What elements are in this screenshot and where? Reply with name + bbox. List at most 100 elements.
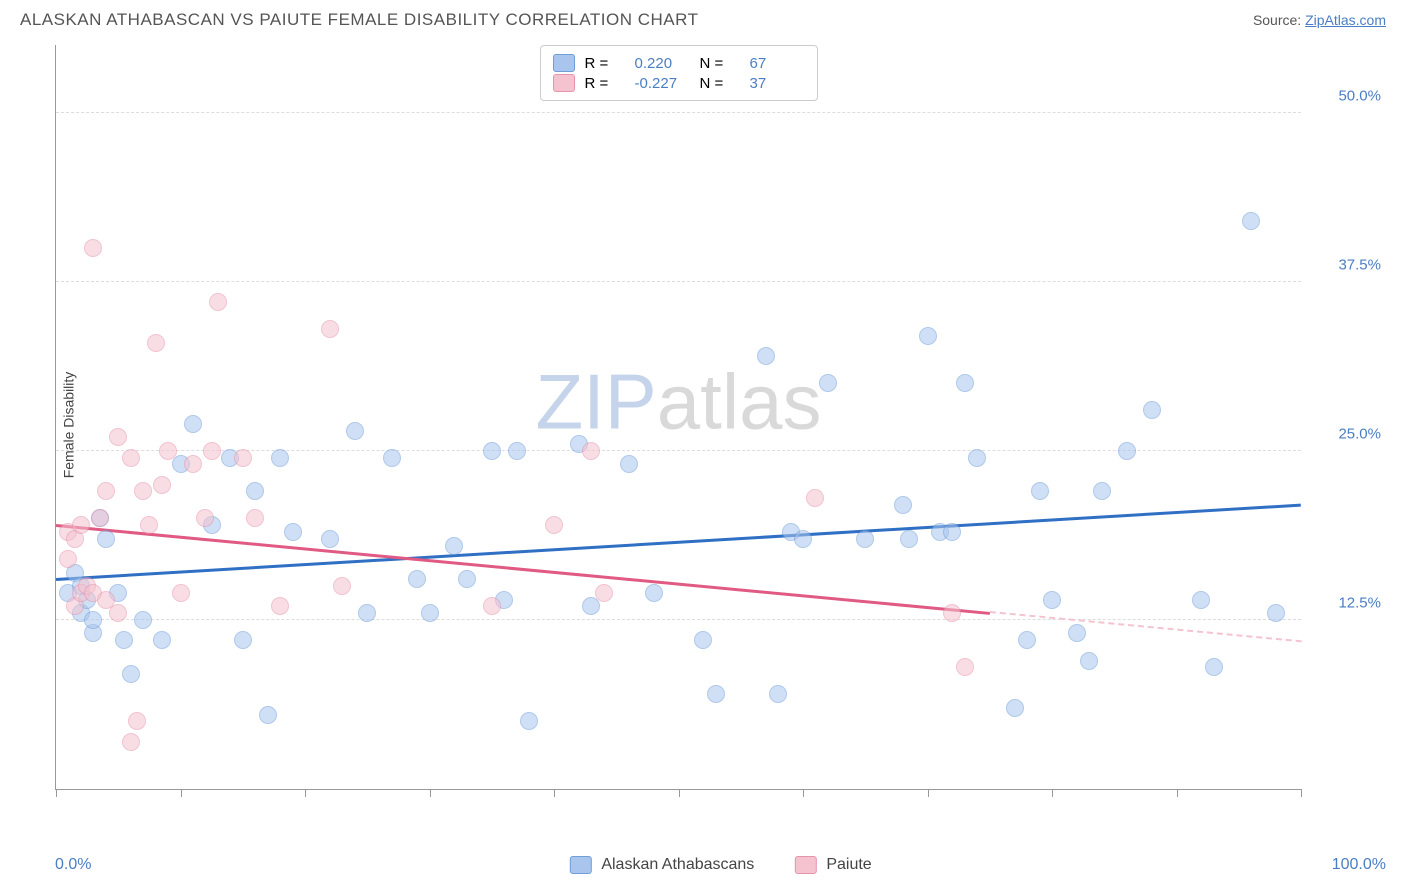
data-point	[1118, 442, 1136, 460]
data-point	[358, 604, 376, 622]
data-point	[956, 658, 974, 676]
x-tick	[1301, 789, 1302, 797]
data-point	[1205, 658, 1223, 676]
data-point	[408, 570, 426, 588]
data-point	[321, 320, 339, 338]
data-point	[84, 239, 102, 257]
data-point	[209, 293, 227, 311]
data-point	[1043, 591, 1061, 609]
series-label: Alaskan Athabascans	[601, 856, 754, 874]
source-label: Source:	[1253, 12, 1305, 28]
data-point	[59, 550, 77, 568]
data-point	[184, 415, 202, 433]
n-label: N =	[700, 55, 740, 72]
chart-title: ALASKAN ATHABASCAN VS PAIUTE FEMALE DISA…	[20, 10, 698, 30]
data-point	[153, 631, 171, 649]
x-tick	[803, 789, 804, 797]
data-point	[819, 374, 837, 392]
data-point	[72, 516, 90, 534]
data-point	[620, 455, 638, 473]
data-point	[968, 449, 986, 467]
data-point	[900, 530, 918, 548]
data-point	[246, 509, 264, 527]
n-value: 67	[750, 55, 805, 72]
series-legend: Alaskan Athabascans Paiute	[569, 856, 871, 874]
legend-swatch-icon	[569, 856, 591, 874]
data-point	[140, 516, 158, 534]
data-point	[122, 449, 140, 467]
gridline	[56, 281, 1301, 282]
data-point	[595, 584, 613, 602]
x-tick	[430, 789, 431, 797]
data-point	[1192, 591, 1210, 609]
x-tick	[181, 789, 182, 797]
data-point	[1068, 624, 1086, 642]
data-point	[943, 604, 961, 622]
data-point	[757, 347, 775, 365]
series-label: Paiute	[826, 856, 871, 874]
data-point	[582, 442, 600, 460]
data-point	[128, 712, 146, 730]
data-point	[545, 516, 563, 534]
data-point	[271, 449, 289, 467]
data-point	[284, 523, 302, 541]
data-point	[645, 584, 663, 602]
data-point	[134, 482, 152, 500]
data-point	[520, 712, 538, 730]
data-point	[109, 604, 127, 622]
x-tick	[56, 789, 57, 797]
data-point	[769, 685, 787, 703]
watermark: ZIPatlas	[535, 357, 821, 448]
watermark-part1: ZIP	[535, 358, 656, 446]
legend-row: R = -0.227 N = 37	[553, 74, 805, 92]
r-value: 0.220	[635, 55, 690, 72]
data-point	[445, 537, 463, 555]
x-tick	[1177, 789, 1178, 797]
data-point	[707, 685, 725, 703]
y-tick-label: 50.0%	[1311, 87, 1381, 104]
gridline	[56, 112, 1301, 113]
data-point	[153, 476, 171, 494]
trend-line-extension	[990, 611, 1301, 642]
x-tick	[1052, 789, 1053, 797]
source-attribution: Source: ZipAtlas.com	[1253, 12, 1386, 28]
legend-swatch-icon	[794, 856, 816, 874]
x-tick	[554, 789, 555, 797]
x-axis-max-label: 100.0%	[1332, 856, 1386, 874]
data-point	[346, 422, 364, 440]
data-point	[483, 597, 501, 615]
data-point	[246, 482, 264, 500]
data-point	[97, 530, 115, 548]
x-axis-min-label: 0.0%	[55, 856, 91, 874]
plot-area: R = 0.220 N = 67 R = -0.227 N = 37 ZIPat…	[55, 45, 1301, 790]
n-value: 37	[750, 75, 805, 92]
legend-swatch-icon	[553, 74, 575, 92]
y-tick-label: 12.5%	[1311, 594, 1381, 611]
data-point	[122, 665, 140, 683]
data-point	[856, 530, 874, 548]
data-point	[259, 706, 277, 724]
data-point	[234, 631, 252, 649]
data-point	[1093, 482, 1111, 500]
data-point	[483, 442, 501, 460]
r-label: R =	[585, 75, 625, 92]
data-point	[421, 604, 439, 622]
data-point	[84, 611, 102, 629]
data-point	[806, 489, 824, 507]
data-point	[134, 611, 152, 629]
data-point	[115, 631, 133, 649]
data-point	[919, 327, 937, 345]
data-point	[203, 442, 221, 460]
chart-footer: 0.0% Alaskan Athabascans Paiute 100.0%	[55, 856, 1386, 874]
data-point	[333, 577, 351, 595]
data-point	[172, 584, 190, 602]
data-point	[109, 428, 127, 446]
source-link[interactable]: ZipAtlas.com	[1305, 12, 1386, 28]
data-point	[894, 496, 912, 514]
y-tick-label: 25.0%	[1311, 425, 1381, 442]
data-point	[1006, 699, 1024, 717]
r-value: -0.227	[635, 75, 690, 92]
data-point	[458, 570, 476, 588]
x-tick	[928, 789, 929, 797]
data-point	[1143, 401, 1161, 419]
